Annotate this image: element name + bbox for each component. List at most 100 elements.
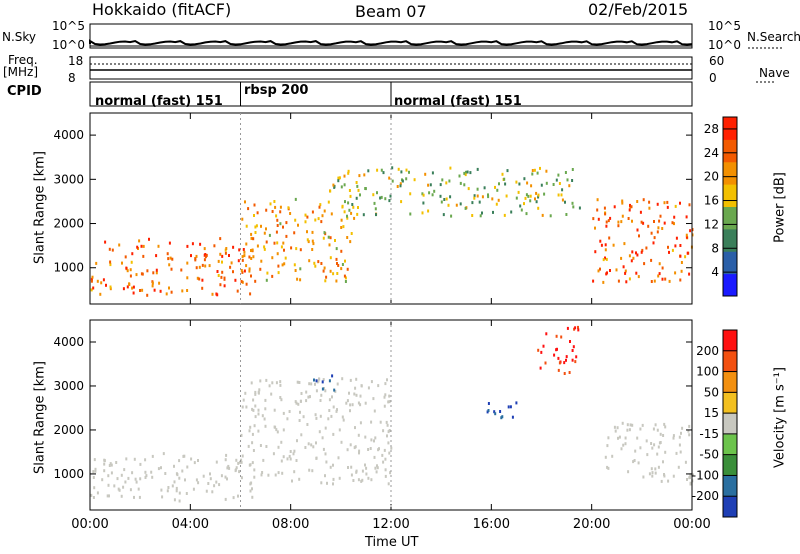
data-cell (275, 230, 278, 234)
data-cell (351, 203, 354, 206)
data-cell (314, 413, 317, 417)
data-cell (175, 486, 178, 490)
data-cell (323, 387, 325, 390)
data-cell (242, 398, 245, 402)
data-cell (250, 249, 252, 252)
data-cell (241, 270, 244, 274)
data-cell (663, 221, 666, 225)
data-cell (328, 398, 331, 402)
data-cell (391, 166, 394, 170)
data-cell (190, 254, 192, 258)
data-cell (422, 201, 425, 205)
data-cell (299, 399, 302, 403)
data-cell (544, 361, 547, 365)
data-cell (352, 205, 355, 209)
data-cell (96, 279, 99, 283)
data-cell (571, 201, 574, 205)
data-cell (108, 464, 111, 467)
data-cell (178, 459, 181, 463)
data-cell (400, 200, 403, 204)
data-cell (252, 398, 255, 402)
data-cell (295, 401, 298, 405)
data-cell (244, 200, 246, 204)
data-cell (336, 408, 338, 412)
data-cell (215, 480, 218, 484)
data-cell (92, 476, 95, 479)
data-cell (109, 462, 112, 466)
data-cell (568, 184, 571, 188)
data-cell (604, 455, 607, 459)
data-cell (624, 271, 627, 275)
colorbar-tick-label: 12 (704, 217, 719, 231)
data-cell (624, 269, 627, 273)
data-cell (450, 214, 453, 218)
data-cell (282, 455, 285, 459)
data-cell (531, 169, 534, 172)
data-cell (251, 461, 254, 465)
nave-tick-60: 60 (709, 54, 725, 68)
data-cell (295, 459, 298, 462)
data-cell (561, 188, 564, 192)
data-cell (347, 169, 350, 173)
data-cell (139, 289, 141, 292)
data-cell (315, 379, 318, 383)
data-cell (109, 263, 112, 267)
data-cell (422, 193, 425, 197)
data-cell (211, 292, 214, 296)
data-cell (306, 423, 309, 426)
data-cell (243, 250, 246, 254)
data-cell (389, 194, 392, 198)
data-cell (257, 408, 260, 412)
data-cell (631, 423, 634, 427)
data-cell (553, 353, 556, 357)
data-cell (328, 243, 331, 247)
data-cell (578, 206, 581, 210)
data-cell (575, 355, 578, 359)
data-cell (686, 478, 688, 481)
data-cell (647, 224, 650, 228)
data-cell (291, 479, 293, 483)
data-cell (290, 246, 293, 250)
data-cell (121, 261, 123, 265)
data-cell (185, 492, 188, 495)
data-cell (608, 236, 611, 240)
data-cell (125, 457, 128, 461)
data-cell (448, 179, 451, 183)
data-cell (349, 378, 352, 382)
colorbar-segment (723, 433, 737, 456)
colorbar-tick-label: 20 (704, 170, 719, 184)
data-cell (639, 446, 642, 450)
data-cell (617, 436, 619, 440)
data-cell (250, 274, 252, 278)
data-cell (332, 432, 335, 436)
data-cell (527, 194, 530, 198)
data-cell (365, 472, 368, 476)
data-cell (279, 205, 282, 209)
data-cell (304, 213, 307, 217)
data-cell (375, 213, 377, 217)
data-cell (381, 453, 384, 457)
data-cell (679, 254, 682, 258)
data-cell (443, 198, 446, 201)
data-cell (427, 209, 430, 213)
data-cell (305, 399, 308, 403)
data-cell (479, 214, 482, 218)
data-cell (531, 172, 534, 176)
data-cell (219, 237, 222, 241)
data-cell (481, 195, 484, 199)
data-cell (543, 192, 546, 196)
data-cell (142, 254, 145, 258)
data-cell (209, 477, 212, 481)
data-cell (245, 405, 248, 409)
data-cell (215, 460, 218, 464)
data-cell (314, 264, 317, 268)
feature-cell-group (604, 421, 694, 486)
data-cell (225, 247, 228, 250)
data-cell (523, 202, 525, 206)
data-cell (658, 272, 661, 276)
colorbar-segment (723, 475, 737, 497)
data-cell (277, 445, 280, 449)
data-cell (346, 216, 349, 220)
colorbar-segment (723, 413, 737, 435)
data-cell (650, 258, 653, 262)
